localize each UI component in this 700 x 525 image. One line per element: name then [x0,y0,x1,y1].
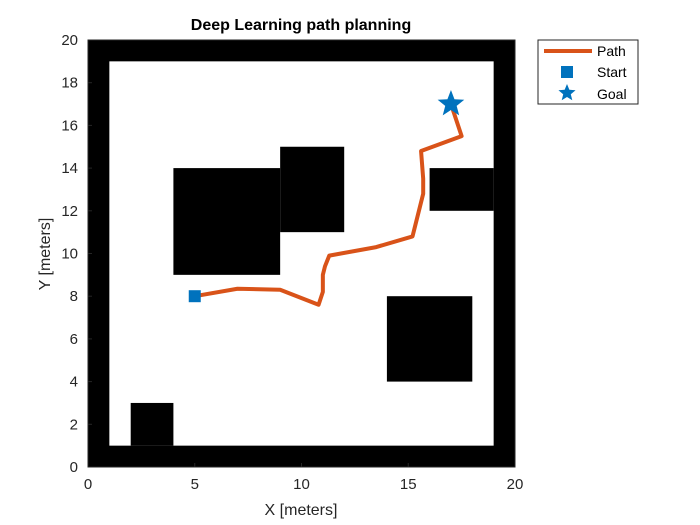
x-axis-label: X [meters] [265,502,338,519]
obstacle-6 [429,168,494,211]
obstacle-0 [88,445,515,467]
obstacle-5 [280,146,345,233]
x-tick-label: 20 [507,476,524,493]
y-tick-label: 4 [70,374,78,391]
y-tick-label: 16 [61,117,78,134]
obstacle-2 [88,40,110,467]
y-tick-label: 0 [70,459,78,476]
obstacle-4 [173,168,281,275]
series-layer [188,90,465,307]
y-axis-label: Y [meters] [37,218,54,291]
y-tick-label: 2 [70,416,78,433]
path-line [192,102,464,307]
legend-start-label: Start [597,64,627,80]
obstacle-8 [130,402,174,446]
goal-marker [437,90,465,116]
y-tick-label: 14 [61,160,78,177]
axes: 0 5 10 15 20 0 2 4 6 8 10 12 14 16 18 20 [61,32,523,493]
obstacle-7 [386,296,473,382]
start-marker [188,290,201,303]
y-tick-label: 20 [61,32,78,49]
legend-goal-label: Goal [597,86,627,102]
y-tick-label: 10 [61,246,78,263]
free-space [88,40,515,467]
legend: Path Start Goal [537,39,639,105]
y-tick-label: 18 [61,75,78,92]
x-tick-label: 15 [400,476,417,493]
obstacle-1 [88,40,515,62]
obstacle-3 [493,40,515,467]
y-tick-label: 12 [61,203,78,220]
x-tick-label: 0 [84,476,92,493]
x-tick-label: 10 [293,476,310,493]
legend-goal-swatch [558,84,576,101]
obstacle-layer [88,40,515,467]
legend-path-label: Path [597,43,626,59]
chart-title: Deep Learning path planning [191,17,411,34]
y-tick-label: 6 [70,331,78,348]
x-tick-label: 5 [191,476,199,493]
legend-start-swatch [561,66,573,78]
y-tick-label: 8 [70,288,78,305]
